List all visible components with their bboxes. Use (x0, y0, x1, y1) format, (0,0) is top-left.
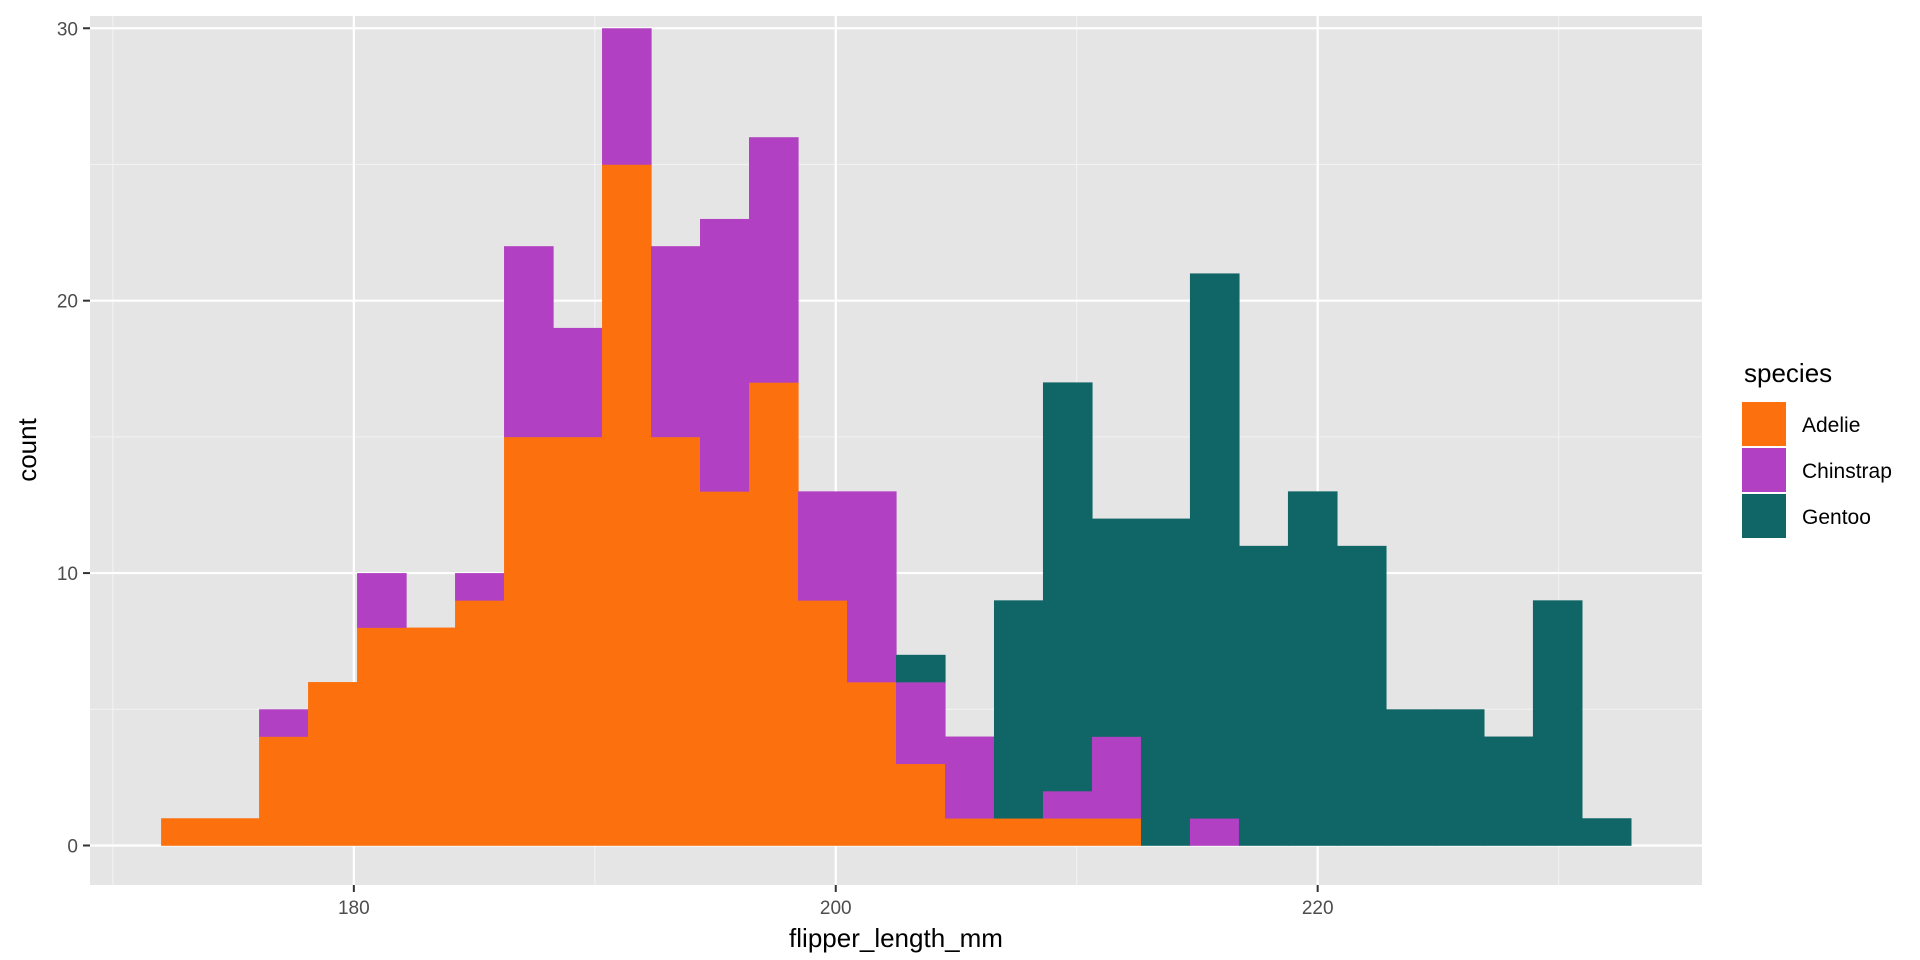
x-tick-label: 200 (820, 898, 852, 919)
y-tick-label: 10 (57, 564, 78, 585)
bar-chinstrap (651, 246, 701, 438)
bar-chinstrap (846, 491, 897, 683)
bar-gentoo (1189, 273, 1240, 819)
x-tick-label: 220 (1302, 898, 1334, 919)
bar-adelie (944, 818, 995, 846)
legend-key-chinstrap (1742, 448, 1786, 492)
bar-adelie (846, 682, 897, 846)
bar-adelie (161, 818, 211, 846)
bar-adelie (798, 600, 848, 846)
legend: species Adelie Chinstrap Gentoo (1742, 358, 1892, 538)
x-axis-title: flipper_length_mm (789, 923, 1003, 953)
x-tick-label: 180 (338, 898, 370, 919)
bar-gentoo (1483, 736, 1534, 846)
bar-chinstrap (1042, 791, 1093, 819)
bar-chinstrap (1091, 736, 1142, 819)
y-tick-label: 0 (67, 837, 78, 858)
bar-adelie (308, 682, 358, 846)
bar-adelie (651, 436, 701, 846)
bar-gentoo (1287, 491, 1338, 846)
bar-gentoo (1434, 709, 1485, 846)
bar-gentoo (895, 654, 946, 683)
y-tick-label: 30 (57, 19, 78, 40)
legend-key-gentoo (1742, 494, 1786, 538)
legend-label-chinstrap: Chinstrap (1802, 460, 1892, 483)
bar-chinstrap (798, 491, 848, 601)
bar-chinstrap (553, 327, 603, 438)
bar-adelie (406, 627, 456, 846)
bar-adelie (993, 818, 1044, 846)
bar-adelie (210, 818, 260, 846)
bar-adelie (553, 436, 603, 846)
bar-adelie (602, 164, 652, 846)
legend-label-adelie: Adelie (1802, 414, 1860, 437)
bar-adelie (749, 382, 799, 846)
bar-gentoo (1336, 545, 1387, 846)
y-tick-label: 20 (57, 292, 78, 313)
bar-adelie (895, 763, 946, 846)
bar-chinstrap (357, 573, 407, 628)
bar-gentoo (1581, 818, 1632, 846)
bar-chinstrap (455, 573, 505, 601)
bar-gentoo (1385, 709, 1436, 846)
bar-chinstrap (700, 218, 750, 492)
bar-gentoo (1140, 518, 1191, 846)
bar-gentoo (1042, 382, 1093, 792)
legend-title: species (1744, 358, 1832, 388)
bar-gentoo (1238, 545, 1289, 846)
bar-chinstrap (895, 682, 946, 765)
legend-label-gentoo: Gentoo (1802, 506, 1871, 529)
bar-adelie (259, 736, 309, 846)
bar-chinstrap (1189, 818, 1240, 846)
bar-adelie (700, 491, 750, 846)
bar-gentoo (1532, 600, 1583, 846)
bar-adelie (1091, 818, 1142, 846)
bar-chinstrap (944, 736, 995, 819)
bar-gentoo (993, 600, 1044, 819)
bar-chinstrap (504, 246, 554, 438)
bar-chinstrap (749, 137, 799, 383)
bar-chinstrap (259, 709, 309, 737)
bar-adelie (1042, 818, 1093, 846)
bar-chinstrap (602, 28, 652, 165)
y-axis-title: count (12, 417, 42, 481)
bar-adelie (455, 600, 505, 846)
bars (161, 28, 1632, 846)
bar-adelie (357, 627, 407, 846)
legend-key-adelie (1742, 402, 1786, 446)
axes: 180 200 220 0 10 20 30 (57, 19, 1334, 919)
bar-adelie (504, 436, 554, 846)
bar-gentoo (1091, 518, 1142, 737)
